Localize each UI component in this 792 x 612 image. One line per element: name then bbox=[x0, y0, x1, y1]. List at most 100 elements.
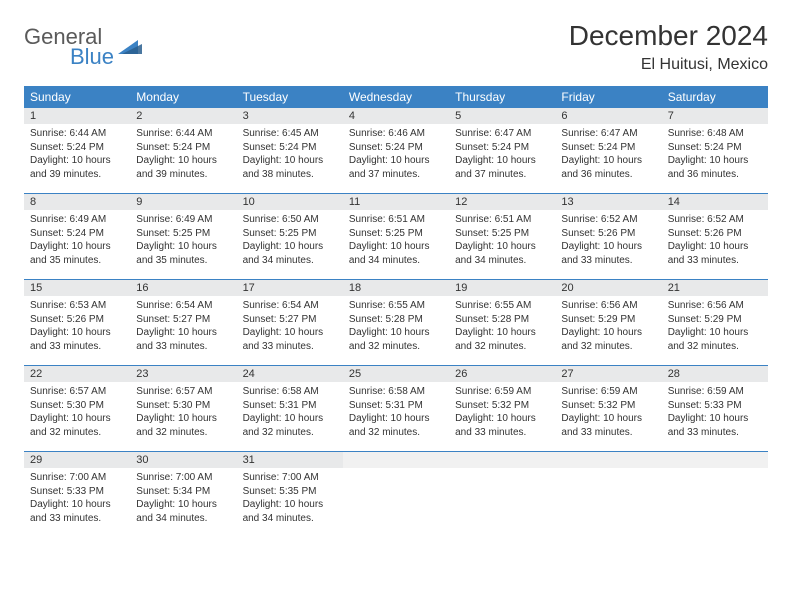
day-header-row: Sunday Monday Tuesday Wednesday Thursday… bbox=[24, 86, 768, 108]
calendar-cell: 1Sunrise: 6:44 AMSunset: 5:24 PMDaylight… bbox=[24, 108, 130, 194]
day-number bbox=[449, 452, 555, 468]
day-detail: Sunrise: 6:54 AMSunset: 5:27 PMDaylight:… bbox=[130, 296, 236, 357]
day-number: 7 bbox=[662, 108, 768, 124]
day-number: 22 bbox=[24, 366, 130, 382]
calendar-cell: 3Sunrise: 6:45 AMSunset: 5:24 PMDaylight… bbox=[237, 108, 343, 194]
dayhead-monday: Monday bbox=[130, 86, 236, 108]
day-detail: Sunrise: 6:51 AMSunset: 5:25 PMDaylight:… bbox=[343, 210, 449, 271]
day-detail: Sunrise: 6:45 AMSunset: 5:24 PMDaylight:… bbox=[237, 124, 343, 185]
day-detail: Sunrise: 6:55 AMSunset: 5:28 PMDaylight:… bbox=[449, 296, 555, 357]
calendar-body: 1Sunrise: 6:44 AMSunset: 5:24 PMDaylight… bbox=[24, 108, 768, 538]
calendar-cell: 29Sunrise: 7:00 AMSunset: 5:33 PMDayligh… bbox=[24, 452, 130, 538]
calendar-cell: 19Sunrise: 6:55 AMSunset: 5:28 PMDayligh… bbox=[449, 280, 555, 366]
calendar-cell: 28Sunrise: 6:59 AMSunset: 5:33 PMDayligh… bbox=[662, 366, 768, 452]
day-number: 26 bbox=[449, 366, 555, 382]
day-detail: Sunrise: 6:49 AMSunset: 5:24 PMDaylight:… bbox=[24, 210, 130, 271]
day-detail bbox=[449, 468, 555, 475]
day-number: 21 bbox=[662, 280, 768, 296]
calendar-cell: 12Sunrise: 6:51 AMSunset: 5:25 PMDayligh… bbox=[449, 194, 555, 280]
day-number: 14 bbox=[662, 194, 768, 210]
day-number: 9 bbox=[130, 194, 236, 210]
day-number: 20 bbox=[555, 280, 661, 296]
day-detail: Sunrise: 7:00 AMSunset: 5:35 PMDaylight:… bbox=[237, 468, 343, 529]
day-detail: Sunrise: 6:50 AMSunset: 5:25 PMDaylight:… bbox=[237, 210, 343, 271]
calendar-cell: 18Sunrise: 6:55 AMSunset: 5:28 PMDayligh… bbox=[343, 280, 449, 366]
page-title: December 2024 bbox=[569, 20, 768, 52]
day-detail: Sunrise: 6:58 AMSunset: 5:31 PMDaylight:… bbox=[237, 382, 343, 443]
day-detail: Sunrise: 6:58 AMSunset: 5:31 PMDaylight:… bbox=[343, 382, 449, 443]
calendar-cell: 7Sunrise: 6:48 AMSunset: 5:24 PMDaylight… bbox=[662, 108, 768, 194]
calendar-row: 29Sunrise: 7:00 AMSunset: 5:33 PMDayligh… bbox=[24, 452, 768, 538]
day-number: 15 bbox=[24, 280, 130, 296]
day-detail: Sunrise: 6:44 AMSunset: 5:24 PMDaylight:… bbox=[24, 124, 130, 185]
day-number: 8 bbox=[24, 194, 130, 210]
calendar-cell: 21Sunrise: 6:56 AMSunset: 5:29 PMDayligh… bbox=[662, 280, 768, 366]
calendar-cell: 23Sunrise: 6:57 AMSunset: 5:30 PMDayligh… bbox=[130, 366, 236, 452]
day-number bbox=[555, 452, 661, 468]
dayhead-sunday: Sunday bbox=[24, 86, 130, 108]
calendar-cell: 25Sunrise: 6:58 AMSunset: 5:31 PMDayligh… bbox=[343, 366, 449, 452]
calendar-cell: 30Sunrise: 7:00 AMSunset: 5:34 PMDayligh… bbox=[130, 452, 236, 538]
calendar-cell: 5Sunrise: 6:47 AMSunset: 5:24 PMDaylight… bbox=[449, 108, 555, 194]
day-number: 27 bbox=[555, 366, 661, 382]
calendar-cell: 27Sunrise: 6:59 AMSunset: 5:32 PMDayligh… bbox=[555, 366, 661, 452]
day-detail: Sunrise: 6:55 AMSunset: 5:28 PMDaylight:… bbox=[343, 296, 449, 357]
calendar-cell: 31Sunrise: 7:00 AMSunset: 5:35 PMDayligh… bbox=[237, 452, 343, 538]
header: General Blue December 2024 El Huitusi, M… bbox=[24, 20, 768, 74]
calendar-cell: 11Sunrise: 6:51 AMSunset: 5:25 PMDayligh… bbox=[343, 194, 449, 280]
calendar-cell: 13Sunrise: 6:52 AMSunset: 5:26 PMDayligh… bbox=[555, 194, 661, 280]
dayhead-friday: Friday bbox=[555, 86, 661, 108]
calendar-cell: 26Sunrise: 6:59 AMSunset: 5:32 PMDayligh… bbox=[449, 366, 555, 452]
calendar-cell: 22Sunrise: 6:57 AMSunset: 5:30 PMDayligh… bbox=[24, 366, 130, 452]
calendar-cell: 15Sunrise: 6:53 AMSunset: 5:26 PMDayligh… bbox=[24, 280, 130, 366]
day-detail bbox=[555, 468, 661, 475]
day-number bbox=[343, 452, 449, 468]
calendar-cell: 10Sunrise: 6:50 AMSunset: 5:25 PMDayligh… bbox=[237, 194, 343, 280]
day-detail bbox=[343, 468, 449, 475]
calendar-cell: 20Sunrise: 6:56 AMSunset: 5:29 PMDayligh… bbox=[555, 280, 661, 366]
calendar-cell: 24Sunrise: 6:58 AMSunset: 5:31 PMDayligh… bbox=[237, 366, 343, 452]
day-detail: Sunrise: 6:53 AMSunset: 5:26 PMDaylight:… bbox=[24, 296, 130, 357]
day-detail: Sunrise: 6:47 AMSunset: 5:24 PMDaylight:… bbox=[555, 124, 661, 185]
day-number: 2 bbox=[130, 108, 236, 124]
calendar-cell: 8Sunrise: 6:49 AMSunset: 5:24 PMDaylight… bbox=[24, 194, 130, 280]
day-detail: Sunrise: 6:56 AMSunset: 5:29 PMDaylight:… bbox=[555, 296, 661, 357]
day-detail: Sunrise: 6:52 AMSunset: 5:26 PMDaylight:… bbox=[662, 210, 768, 271]
calendar-grid: Sunday Monday Tuesday Wednesday Thursday… bbox=[24, 86, 768, 538]
day-number: 5 bbox=[449, 108, 555, 124]
day-number: 31 bbox=[237, 452, 343, 468]
day-detail: Sunrise: 6:56 AMSunset: 5:29 PMDaylight:… bbox=[662, 296, 768, 357]
day-detail: Sunrise: 7:00 AMSunset: 5:33 PMDaylight:… bbox=[24, 468, 130, 529]
brand-line2: Blue bbox=[70, 46, 114, 68]
brand-text: General Blue bbox=[24, 26, 114, 68]
day-number: 13 bbox=[555, 194, 661, 210]
title-block: December 2024 El Huitusi, Mexico bbox=[569, 20, 768, 74]
day-detail: Sunrise: 6:52 AMSunset: 5:26 PMDaylight:… bbox=[555, 210, 661, 271]
calendar-row: 1Sunrise: 6:44 AMSunset: 5:24 PMDaylight… bbox=[24, 108, 768, 194]
day-detail bbox=[662, 468, 768, 475]
calendar-row: 15Sunrise: 6:53 AMSunset: 5:26 PMDayligh… bbox=[24, 280, 768, 366]
dayhead-saturday: Saturday bbox=[662, 86, 768, 108]
day-number: 17 bbox=[237, 280, 343, 296]
day-number: 16 bbox=[130, 280, 236, 296]
day-detail: Sunrise: 6:57 AMSunset: 5:30 PMDaylight:… bbox=[130, 382, 236, 443]
day-number: 29 bbox=[24, 452, 130, 468]
day-number: 25 bbox=[343, 366, 449, 382]
calendar-cell: 9Sunrise: 6:49 AMSunset: 5:25 PMDaylight… bbox=[130, 194, 236, 280]
day-number: 24 bbox=[237, 366, 343, 382]
calendar-row: 22Sunrise: 6:57 AMSunset: 5:30 PMDayligh… bbox=[24, 366, 768, 452]
dayhead-tuesday: Tuesday bbox=[237, 86, 343, 108]
day-detail: Sunrise: 6:46 AMSunset: 5:24 PMDaylight:… bbox=[343, 124, 449, 185]
day-number bbox=[662, 452, 768, 468]
brand-logo: General Blue bbox=[24, 26, 142, 68]
day-number: 30 bbox=[130, 452, 236, 468]
location-label: El Huitusi, Mexico bbox=[569, 56, 768, 74]
day-detail: Sunrise: 6:54 AMSunset: 5:27 PMDaylight:… bbox=[237, 296, 343, 357]
calendar-cell: 2Sunrise: 6:44 AMSunset: 5:24 PMDaylight… bbox=[130, 108, 236, 194]
day-detail: Sunrise: 7:00 AMSunset: 5:34 PMDaylight:… bbox=[130, 468, 236, 529]
dayhead-wednesday: Wednesday bbox=[343, 86, 449, 108]
calendar-cell: 6Sunrise: 6:47 AMSunset: 5:24 PMDaylight… bbox=[555, 108, 661, 194]
day-detail: Sunrise: 6:48 AMSunset: 5:24 PMDaylight:… bbox=[662, 124, 768, 185]
day-detail: Sunrise: 6:51 AMSunset: 5:25 PMDaylight:… bbox=[449, 210, 555, 271]
dayhead-thursday: Thursday bbox=[449, 86, 555, 108]
